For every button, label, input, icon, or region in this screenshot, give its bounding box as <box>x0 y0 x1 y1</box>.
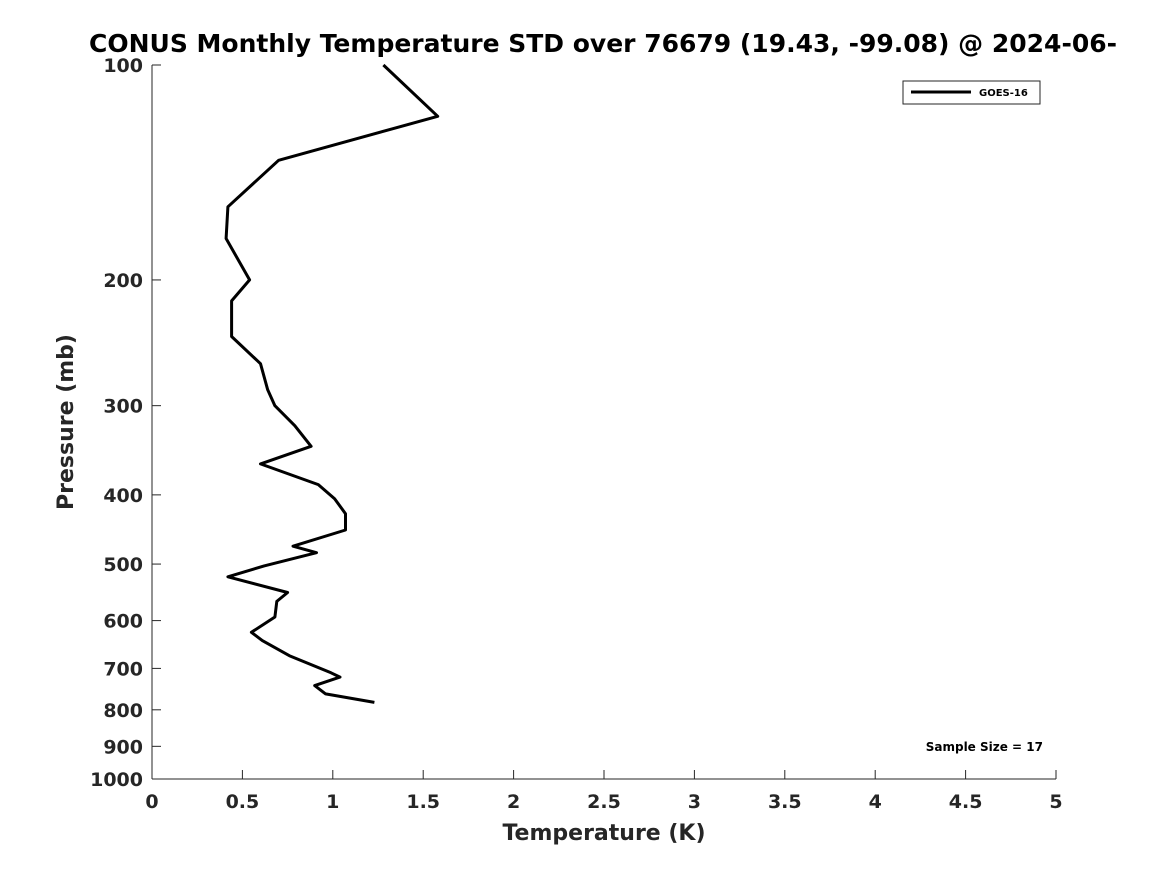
x-tick-label: 2.5 <box>587 791 621 813</box>
x-tick-label: 3.5 <box>768 791 802 813</box>
series-line-goes16 <box>224 63 440 704</box>
sample-size-annotation: Sample Size = 17 <box>926 740 1043 754</box>
x-tick-label: 5 <box>1049 791 1062 813</box>
x-axis-ticks: 0 0.5 1 1.5 2 2.5 3 3.5 4 4.5 5 <box>145 770 1063 813</box>
x-axis-label: Temperature (K) <box>502 821 705 846</box>
y-tick-label: 700 <box>103 658 143 680</box>
legend: GOES-16 <box>902 80 1041 105</box>
y-tick-label: 100 <box>103 55 143 77</box>
x-tick-label: 4 <box>869 791 882 813</box>
y-tick-label: 600 <box>103 611 143 633</box>
y-axis-ticks: 100 200 300 400 500 600 700 800 900 1000 <box>90 55 161 791</box>
y-tick-label: 500 <box>103 554 143 576</box>
x-tick-label: 3 <box>688 791 701 813</box>
y-tick-label: 1000 <box>90 769 143 791</box>
x-tick-label: 4.5 <box>949 791 983 813</box>
series-layer <box>224 63 440 704</box>
chart-title: CONUS Monthly Temperature STD over 76679… <box>89 29 1117 58</box>
x-tick-label: 0 <box>145 791 158 813</box>
x-tick-label: 1 <box>326 791 339 813</box>
legend-label-goes16: GOES-16 <box>979 88 1028 99</box>
y-tick-label: 900 <box>103 736 143 758</box>
y-tick-label: 400 <box>103 485 143 507</box>
x-tick-label: 1.5 <box>406 791 440 813</box>
y-tick-label: 800 <box>103 700 143 722</box>
x-tick-label: 0.5 <box>226 791 260 813</box>
y-tick-label: 200 <box>103 270 143 292</box>
legend-box <box>902 80 1041 105</box>
y-axis-label: Pressure (mb) <box>54 334 79 510</box>
y-tick-label: 300 <box>103 396 143 418</box>
x-tick-label: 2 <box>507 791 520 813</box>
